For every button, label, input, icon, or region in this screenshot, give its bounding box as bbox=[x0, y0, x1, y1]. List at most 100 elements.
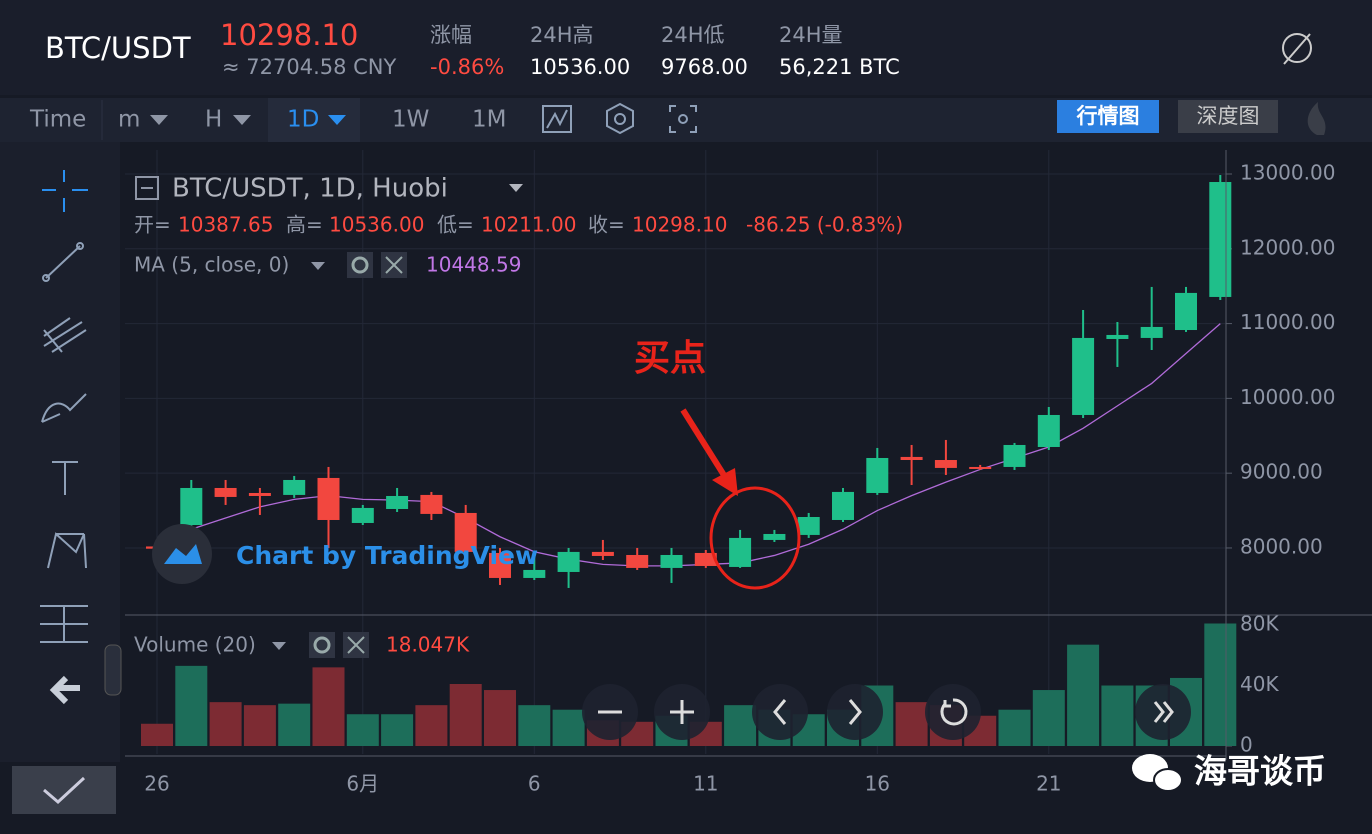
volume-bar bbox=[552, 709, 585, 746]
theme-icon[interactable] bbox=[1307, 102, 1326, 135]
candle-body bbox=[557, 551, 580, 572]
ma-readout: 10448.59 bbox=[426, 253, 521, 277]
y-tick-label: 11000.00 bbox=[1240, 310, 1335, 334]
watermark: Chart by TradingView bbox=[236, 541, 538, 570]
interval[interactable]: H bbox=[205, 107, 222, 133]
volume-bar bbox=[895, 702, 928, 746]
candle-body bbox=[454, 512, 477, 552]
volume-bar bbox=[1101, 685, 1134, 746]
annotation: 买点 bbox=[634, 338, 706, 379]
x-tick-label: 6 bbox=[528, 772, 541, 796]
y-tick-label: 40K bbox=[1240, 672, 1279, 696]
x-tick-label: 6月 bbox=[346, 772, 379, 796]
volume-title: Volume (20) bbox=[134, 633, 256, 657]
volume-bar bbox=[243, 705, 276, 746]
candle-body bbox=[1072, 337, 1095, 415]
candle-body bbox=[626, 554, 649, 568]
interval[interactable]: m bbox=[118, 107, 140, 133]
candle-body bbox=[180, 487, 203, 525]
candle-body bbox=[660, 554, 683, 568]
ohlc-value: 10298.10 bbox=[632, 213, 727, 237]
settings-button[interactable] bbox=[347, 252, 373, 278]
ohlc-value: 10211.00 bbox=[481, 213, 576, 237]
wechat-icon bbox=[1132, 754, 1183, 792]
close-icon bbox=[347, 636, 365, 654]
tv-logo-icon bbox=[164, 544, 202, 564]
collapse-arrow[interactable] bbox=[49, 675, 80, 705]
x-tick-label: 11 bbox=[693, 772, 718, 796]
interval[interactable]: 1W bbox=[392, 107, 429, 133]
candle-body bbox=[351, 507, 374, 523]
caret bbox=[272, 642, 286, 650]
view-button-active[interactable] bbox=[1057, 100, 1159, 133]
candle-body bbox=[1140, 326, 1163, 338]
view-label[interactable]: 行情图 bbox=[1076, 104, 1140, 128]
settings-button[interactable] bbox=[309, 632, 335, 658]
volume-bar bbox=[518, 705, 551, 746]
volume-bar bbox=[278, 703, 311, 746]
annotation-arrow bbox=[680, 408, 730, 482]
y-tick-label: 8000.00 bbox=[1240, 534, 1323, 558]
footer-watermark: 海哥谈币 bbox=[1194, 752, 1326, 791]
candle-body bbox=[969, 466, 992, 469]
stat-label: 24H低 bbox=[661, 23, 725, 47]
candle-body bbox=[763, 533, 786, 540]
y-tick-label: 9000.00 bbox=[1240, 460, 1323, 484]
collapse-box[interactable] bbox=[135, 176, 159, 200]
ohlc-value: 10387.65 bbox=[178, 213, 273, 237]
time-label[interactable]: Time bbox=[29, 107, 86, 133]
candle-body bbox=[797, 516, 820, 535]
panel-toggle[interactable] bbox=[104, 644, 122, 696]
candle-body bbox=[386, 495, 409, 509]
annotation-circle bbox=[709, 486, 801, 590]
view-label[interactable]: 深度图 bbox=[1197, 104, 1260, 128]
arrow-head bbox=[712, 468, 738, 496]
check-button[interactable] bbox=[12, 766, 116, 814]
tool-icons[interactable] bbox=[40, 170, 88, 643]
candle-body bbox=[1175, 292, 1197, 331]
candle-body bbox=[420, 494, 443, 514]
stat-value: 56,221 BTC bbox=[779, 55, 900, 79]
stat-label: 24H高 bbox=[530, 23, 594, 47]
candle-body bbox=[523, 569, 546, 578]
ohlc-label: 高= bbox=[286, 213, 323, 237]
candle-body bbox=[1003, 444, 1026, 467]
x-tick-label: 16 bbox=[865, 772, 890, 796]
caret bbox=[150, 115, 168, 125]
toolbar-icons[interactable] bbox=[542, 102, 697, 135]
volume-bar bbox=[141, 723, 173, 746]
candle-body bbox=[1209, 182, 1232, 297]
ohlc-value: 10536.00 bbox=[329, 213, 424, 237]
interval[interactable]: 1M bbox=[472, 107, 506, 133]
check-icon bbox=[43, 776, 86, 805]
pin-icon[interactable] bbox=[1282, 33, 1312, 65]
candle-body bbox=[866, 457, 889, 493]
y-tick-label: 12000.00 bbox=[1240, 235, 1335, 259]
candle-body bbox=[1037, 414, 1060, 447]
candle-body bbox=[900, 456, 923, 461]
volume-bar bbox=[209, 702, 242, 746]
stat-value: -0.86% bbox=[430, 55, 504, 79]
pair[interactable]: BTC/USDT bbox=[45, 31, 191, 65]
volume-bar bbox=[381, 714, 414, 746]
volume-bar bbox=[484, 690, 516, 746]
nav-buttons[interactable] bbox=[582, 684, 1191, 740]
close-icon bbox=[385, 256, 403, 274]
y-tick-label: 0 bbox=[1240, 733, 1253, 757]
volume-bar bbox=[415, 705, 448, 746]
candle-body bbox=[694, 552, 717, 566]
gear-icon bbox=[351, 256, 369, 274]
caret bbox=[328, 115, 346, 125]
volume-bar bbox=[312, 667, 345, 746]
volume-bar bbox=[1204, 623, 1237, 746]
volume-bar bbox=[724, 705, 757, 746]
volume-bar bbox=[1032, 690, 1065, 746]
drawing-toolbar bbox=[0, 142, 120, 762]
ohlc-label: 开= bbox=[134, 213, 171, 237]
interval[interactable]: 1D bbox=[287, 107, 319, 133]
candle-body bbox=[214, 487, 237, 497]
volume-bar bbox=[998, 709, 1031, 746]
y-tick-label: 80K bbox=[1240, 612, 1279, 636]
view-button[interactable] bbox=[1178, 100, 1278, 133]
